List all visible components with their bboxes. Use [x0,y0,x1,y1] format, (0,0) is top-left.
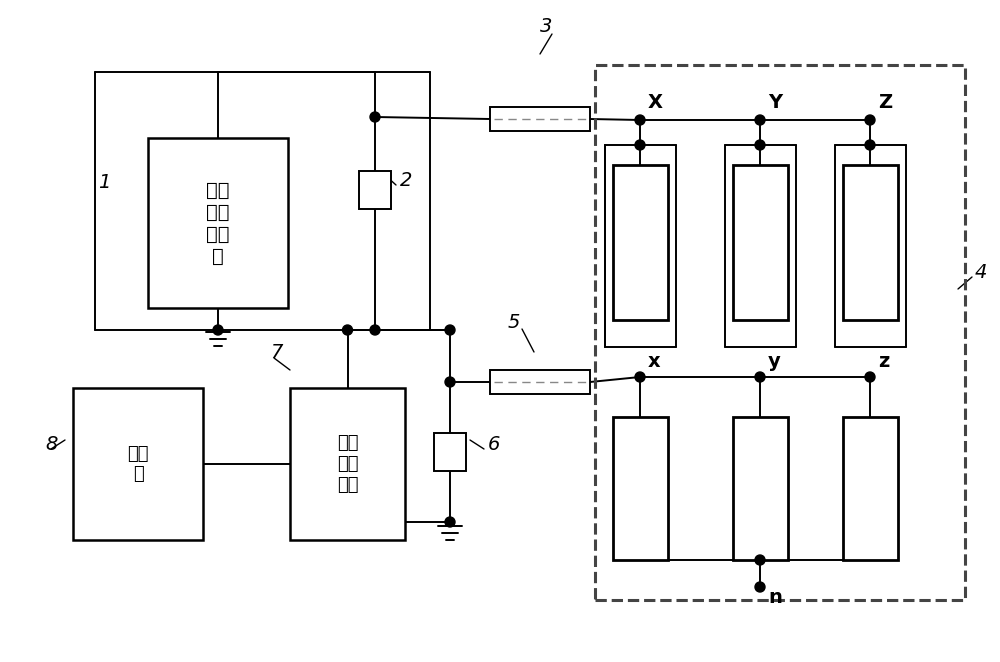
Circle shape [635,140,645,150]
Bar [612,165,668,320]
Bar [359,171,391,209]
Text: 3: 3 [540,17,552,36]
Circle shape [755,555,765,565]
Text: z: z [878,352,889,371]
Text: y: y [768,352,781,371]
Text: 宽频
激励
信号
源: 宽频 激励 信号 源 [206,181,230,265]
Circle shape [865,140,875,150]
Text: 高精
度示
波器: 高精 度示 波器 [337,434,358,494]
Bar [148,138,288,308]
Bar [842,165,898,320]
Circle shape [342,325,352,335]
Text: 8: 8 [45,434,57,453]
Circle shape [755,115,765,125]
Text: x: x [648,352,661,371]
Text: n: n [768,588,782,607]
Bar [732,165,788,320]
Text: 7: 7 [270,342,282,361]
Text: 6: 6 [488,434,500,453]
Text: Z: Z [878,93,892,112]
Text: 2: 2 [400,171,412,189]
Bar [290,388,405,540]
Bar [73,388,203,540]
Circle shape [445,517,455,527]
Bar [595,65,965,600]
Text: 上位
机: 上位 机 [127,445,149,483]
Circle shape [635,115,645,125]
Circle shape [755,140,765,150]
Circle shape [370,112,380,122]
Bar [612,417,668,560]
Circle shape [755,372,765,382]
Circle shape [445,377,455,387]
Bar [490,107,590,131]
Circle shape [865,372,875,382]
Bar [842,417,898,560]
Text: 1: 1 [98,173,110,191]
Text: 5: 5 [508,312,520,332]
Circle shape [445,325,455,335]
Bar [490,370,590,394]
Circle shape [865,115,875,125]
Circle shape [370,325,380,335]
Circle shape [755,582,765,592]
Circle shape [213,325,223,335]
Bar [732,417,788,560]
Circle shape [635,372,645,382]
Text: 4: 4 [975,263,987,281]
Text: X: X [648,93,663,112]
Text: Y: Y [768,93,782,112]
Bar [434,433,466,471]
